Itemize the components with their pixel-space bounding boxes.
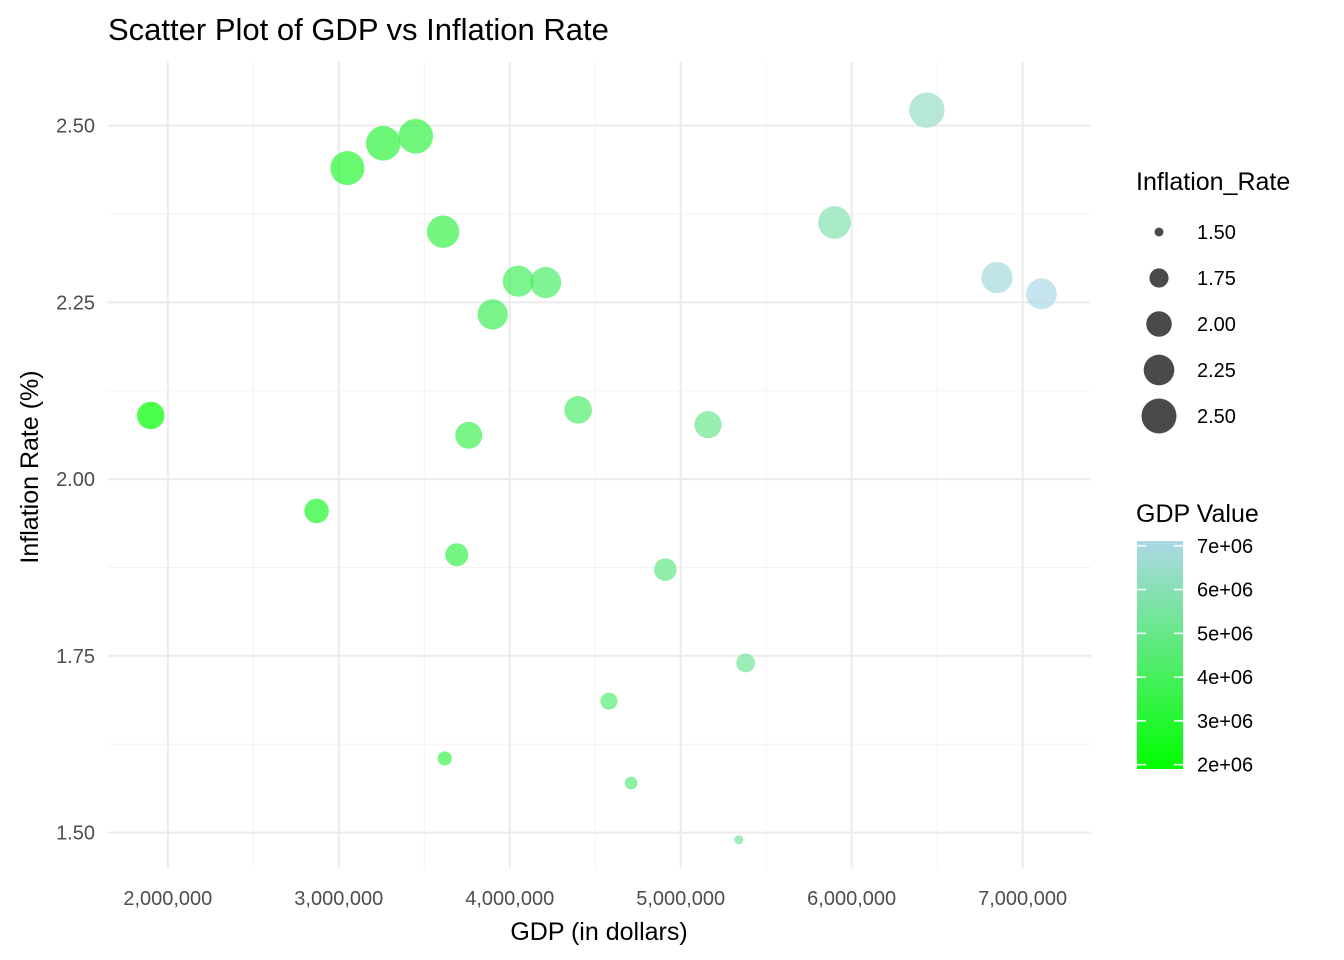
- y-tick-label: 1.75: [56, 646, 95, 668]
- y-tick-label: 2.50: [56, 116, 95, 138]
- data-point: [502, 265, 534, 297]
- size-legend-title: Inflation_Rate: [1136, 168, 1290, 196]
- size-legend-key: [1146, 311, 1172, 337]
- chart-title: Scatter Plot of GDP vs Inflation Rate: [108, 12, 609, 47]
- size-legend-label: 1.50: [1197, 222, 1236, 244]
- y-tick-label: 2.00: [56, 469, 95, 491]
- y-tick-label: 1.50: [56, 823, 95, 845]
- y-axis-ticks: 1.50 1.75 2.00 2.25 2.50: [56, 116, 95, 845]
- x-tick-label: 5,000,000: [636, 888, 725, 910]
- data-point: [426, 215, 460, 248]
- x-tick-label: 6,000,000: [807, 888, 896, 910]
- color-legend-label: 3e+06: [1197, 711, 1253, 733]
- size-legend-label: 2.00: [1197, 314, 1236, 336]
- data-point: [654, 558, 677, 581]
- data-point: [734, 835, 744, 845]
- size-legend-label: 2.25: [1197, 360, 1236, 382]
- color-legend-label: 4e+06: [1197, 667, 1253, 689]
- data-point: [624, 776, 638, 790]
- data-point: [530, 267, 562, 299]
- x-axis-ticks: 2,000,000 3,000,000 4,000,000 5,000,000 6,00…: [123, 888, 1067, 910]
- color-legend-bar: [1137, 541, 1183, 769]
- data-point: [564, 396, 592, 424]
- color-legend: GDP Value 2e+06 3e+06 4e+06 5e+06 6e+06 7e+06: [1136, 500, 1259, 777]
- x-tick-label: 3,000,000: [294, 888, 383, 910]
- data-point: [136, 401, 165, 430]
- data-point: [981, 261, 1013, 294]
- size-legend-key: [1154, 227, 1164, 237]
- data-point: [455, 421, 483, 449]
- color-legend-label: 6e+06: [1197, 580, 1253, 602]
- data-point: [477, 299, 508, 330]
- data-point: [736, 653, 756, 673]
- data-point: [437, 751, 452, 766]
- color-legend-label: 7e+06: [1197, 536, 1253, 558]
- data-point: [398, 118, 434, 154]
- size-legend-key: [1149, 268, 1169, 288]
- color-legend-label: 5e+06: [1197, 623, 1253, 645]
- data-point: [445, 543, 469, 567]
- size-legend-label: 1.75: [1197, 268, 1236, 290]
- data-point: [330, 151, 365, 186]
- grid: [108, 62, 1091, 868]
- x-tick-label: 2,000,000: [123, 888, 212, 910]
- size-legend: Inflation_Rate 1.50 1.75 2.00 2.25 2.50: [1136, 168, 1290, 434]
- data-point: [694, 411, 722, 439]
- size-legend-label: 2.50: [1197, 406, 1236, 428]
- size-legend-key: [1143, 354, 1175, 386]
- data-point: [600, 692, 618, 710]
- points: [136, 92, 1057, 845]
- x-axis-title: GDP (in dollars): [510, 918, 687, 946]
- data-point: [818, 206, 851, 239]
- data-point: [1025, 278, 1057, 310]
- color-legend-title: GDP Value: [1136, 500, 1259, 528]
- color-legend-label: 2e+06: [1197, 755, 1253, 777]
- x-tick-label: 4,000,000: [465, 888, 554, 910]
- y-axis-title: Inflation Rate (%): [16, 370, 44, 563]
- size-legend-key: [1141, 398, 1177, 434]
- x-tick-label: 7,000,000: [978, 888, 1067, 910]
- y-tick-label: 2.25: [56, 292, 95, 314]
- data-point: [304, 498, 329, 524]
- data-point: [365, 126, 401, 161]
- data-point: [909, 92, 945, 128]
